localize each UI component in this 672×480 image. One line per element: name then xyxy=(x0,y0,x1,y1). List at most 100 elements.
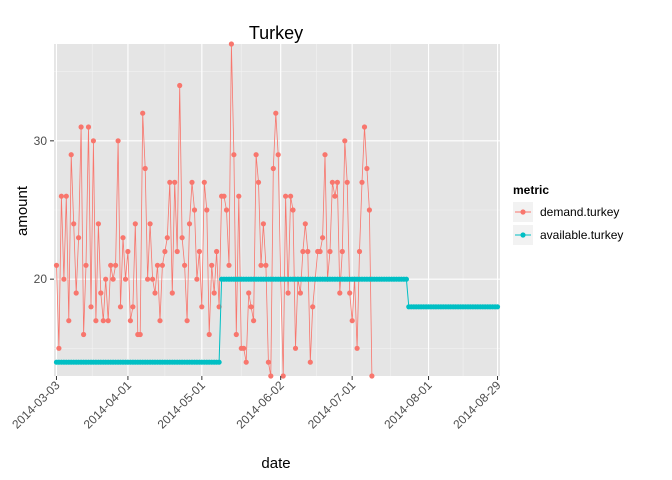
demand-turkey-point xyxy=(83,262,89,268)
demand-turkey-point xyxy=(152,290,158,296)
demand-turkey-point xyxy=(206,331,212,338)
demand-turkey-point xyxy=(322,152,328,158)
demand-turkey-point xyxy=(162,248,168,255)
demand-turkey-point xyxy=(100,318,106,324)
demand-turkey-point xyxy=(300,248,306,255)
demand-turkey-point xyxy=(310,304,316,310)
demand-turkey-point xyxy=(157,318,163,324)
demand-turkey-point xyxy=(159,262,165,268)
demand-turkey-point xyxy=(221,193,227,199)
demand-turkey-point xyxy=(81,331,87,338)
demand-turkey-point xyxy=(95,221,101,227)
y-tick-label: 20 xyxy=(34,272,48,286)
demand-turkey-point xyxy=(243,359,249,365)
demand-turkey-point xyxy=(127,318,133,324)
available-turkey-point xyxy=(403,276,409,282)
demand-turkey-point xyxy=(189,179,195,185)
demand-turkey-point xyxy=(209,262,215,268)
demand-turkey-point xyxy=(342,138,348,144)
demand-turkey-point xyxy=(177,82,183,89)
demand-turkey-point xyxy=(268,373,274,379)
demand-turkey-point xyxy=(71,221,77,227)
demand-turkey-point xyxy=(233,331,239,338)
series-layer xyxy=(53,41,501,379)
demand-turkey-point xyxy=(186,221,193,227)
demand-turkey-point xyxy=(108,262,114,268)
demand-turkey-point xyxy=(226,262,232,268)
demand-turkey-point xyxy=(93,318,99,324)
demand-turkey-point xyxy=(147,221,153,227)
demand-turkey-point xyxy=(369,373,375,379)
demand-turkey-point xyxy=(356,248,363,255)
demand-turkey-point xyxy=(88,304,94,310)
demand-turkey-point xyxy=(68,152,74,158)
demand-turkey-point xyxy=(115,138,121,144)
demand-turkey-point xyxy=(337,290,343,296)
demand-turkey-point xyxy=(113,262,119,268)
demand-turkey-point xyxy=(263,262,269,268)
demand-turkey-point xyxy=(90,138,96,144)
demand-turkey-point xyxy=(169,290,175,296)
demand-turkey-point xyxy=(184,318,190,324)
demand-turkey-point xyxy=(329,179,335,185)
demand-turkey-point xyxy=(142,165,148,172)
demand-turkey-point xyxy=(241,345,247,351)
grid-layer xyxy=(54,44,500,376)
demand-turkey-point xyxy=(73,290,79,296)
demand-turkey-point xyxy=(85,124,92,130)
demand-turkey-point xyxy=(76,235,82,241)
demand-turkey-point xyxy=(334,179,340,185)
demand-turkey-point xyxy=(248,304,254,310)
demand-turkey-point xyxy=(125,248,131,255)
demand-turkey-point xyxy=(320,235,326,241)
demand-turkey-point xyxy=(174,248,180,255)
demand-turkey-point xyxy=(137,331,143,338)
demand-turkey-point xyxy=(61,276,67,282)
demand-turkey-point xyxy=(361,124,368,130)
demand-turkey-point xyxy=(132,221,138,227)
demand-turkey-point xyxy=(327,248,333,255)
demand-turkey-point xyxy=(120,235,126,241)
x-axis-title: date xyxy=(261,455,290,472)
demand-turkey-point xyxy=(98,290,104,296)
demand-turkey-point xyxy=(103,276,109,282)
demand-turkey-point xyxy=(167,179,173,185)
legend-marker-available xyxy=(520,232,526,238)
demand-turkey-point xyxy=(285,290,291,296)
demand-turkey-point xyxy=(214,248,220,255)
available-turkey-point xyxy=(494,304,501,310)
demand-turkey-point xyxy=(246,290,252,296)
chart-title: Turkey xyxy=(249,23,303,43)
demand-turkey-point xyxy=(53,262,60,268)
demand-turkey-point xyxy=(231,152,237,158)
demand-turkey-point xyxy=(66,318,72,324)
demand-turkey-point xyxy=(164,235,170,241)
demand-turkey-point xyxy=(154,262,161,268)
demand-turkey-point xyxy=(201,179,207,185)
demand-turkey-point xyxy=(297,290,303,296)
demand-turkey-point xyxy=(255,179,262,185)
available-turkey-point xyxy=(216,359,222,365)
demand-turkey-point xyxy=(280,373,286,379)
demand-turkey-point xyxy=(78,124,84,130)
demand-turkey-point xyxy=(211,290,217,296)
demand-turkey-point xyxy=(117,304,124,310)
demand-turkey-point xyxy=(292,345,299,351)
demand-turkey-point xyxy=(265,359,271,365)
demand-turkey-point xyxy=(253,152,259,158)
demand-turkey-point xyxy=(288,193,294,199)
demand-turkey-point xyxy=(179,235,185,241)
demand-turkey-point xyxy=(260,221,266,227)
demand-turkey-point xyxy=(110,276,116,282)
demand-turkey-point xyxy=(182,262,188,268)
legend-label-available: available.turkey xyxy=(540,228,623,242)
demand-turkey-point xyxy=(317,248,323,255)
demand-turkey-point xyxy=(270,165,276,172)
demand-turkey-point xyxy=(199,304,205,310)
demand-turkey-point xyxy=(339,248,345,255)
demand-turkey-point xyxy=(344,179,350,185)
demand-turkey-point xyxy=(359,179,365,185)
demand-turkey-point xyxy=(307,359,313,365)
demand-turkey-point xyxy=(196,248,202,255)
